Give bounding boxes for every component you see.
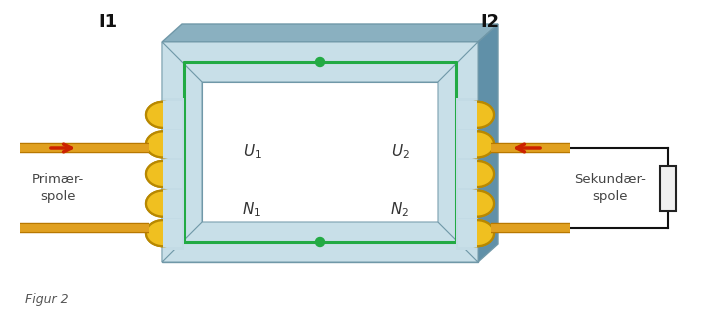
Polygon shape (162, 24, 498, 42)
Ellipse shape (146, 102, 180, 128)
Text: $N_1$: $N_1$ (242, 201, 261, 219)
Bar (163, 98, 184, 250)
Polygon shape (478, 24, 498, 262)
Bar (458, 101, 477, 129)
Ellipse shape (146, 102, 180, 128)
Ellipse shape (146, 191, 180, 217)
Bar (163, 160, 182, 188)
Ellipse shape (460, 131, 494, 158)
Bar (163, 130, 182, 158)
Polygon shape (162, 42, 202, 262)
Bar (458, 160, 477, 188)
Ellipse shape (146, 220, 180, 246)
Ellipse shape (460, 161, 494, 187)
Ellipse shape (460, 220, 494, 246)
Polygon shape (162, 42, 478, 82)
Ellipse shape (146, 131, 180, 158)
Bar (456, 98, 477, 250)
Text: Primær-
spole: Primær- spole (32, 173, 84, 203)
Bar (163, 190, 182, 218)
Polygon shape (202, 82, 438, 222)
Text: Sekundær-
spole: Sekundær- spole (574, 173, 646, 203)
Text: $U_2$: $U_2$ (391, 143, 409, 161)
Bar (456, 98, 477, 250)
Ellipse shape (460, 131, 494, 158)
Ellipse shape (146, 161, 180, 187)
Ellipse shape (460, 161, 494, 187)
Polygon shape (162, 222, 478, 262)
Text: $N_2$: $N_2$ (390, 201, 410, 219)
Ellipse shape (146, 220, 180, 246)
Polygon shape (162, 42, 478, 262)
Circle shape (315, 58, 325, 66)
Bar (163, 219, 182, 247)
Ellipse shape (460, 191, 494, 217)
Text: Figur 2: Figur 2 (25, 294, 68, 306)
Bar (458, 190, 477, 218)
Circle shape (315, 238, 325, 247)
Bar (163, 101, 182, 129)
Bar (660, 165, 676, 210)
Ellipse shape (146, 161, 180, 187)
Bar (458, 219, 477, 247)
Ellipse shape (146, 191, 180, 217)
Text: $U_1$: $U_1$ (242, 143, 261, 161)
Ellipse shape (460, 102, 494, 128)
Text: I2: I2 (480, 13, 499, 31)
Ellipse shape (460, 102, 494, 128)
Ellipse shape (146, 131, 180, 158)
Polygon shape (438, 42, 478, 262)
Ellipse shape (460, 220, 494, 246)
Bar (163, 98, 184, 250)
Text: I1: I1 (98, 13, 117, 31)
Bar (458, 130, 477, 158)
Ellipse shape (460, 191, 494, 217)
